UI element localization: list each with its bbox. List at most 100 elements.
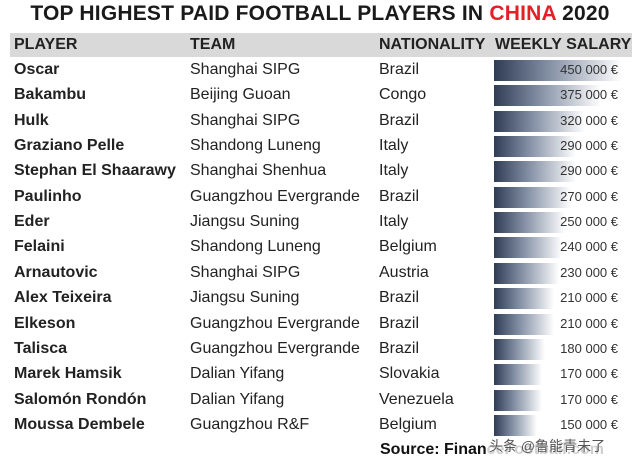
salary-label: 210 000 € — [560, 290, 618, 306]
salary-bar — [494, 414, 537, 436]
player-cell: Hulk — [14, 111, 49, 129]
table-row: Marek Hamsik Dalian Yifang Slovakia 170 000… — [10, 362, 632, 387]
salary-label: 180 000 € — [560, 340, 618, 356]
nationality-cell: Brazil — [379, 289, 420, 307]
salary-bar — [494, 389, 543, 411]
team-cell: Guangzhou Evergrande — [190, 339, 360, 357]
salary-bar — [494, 212, 566, 234]
team-cell: Shanghai SIPG — [190, 263, 301, 281]
table-row: Oscar Shanghai SIPG Brazil 450 000 € — [10, 58, 632, 83]
table-row: Arnautovic Shanghai SIPG Austria 230 000 € — [10, 261, 632, 286]
salary-bar — [494, 110, 586, 132]
salary-bar — [494, 313, 554, 335]
salary-label: 250 000 € — [560, 214, 618, 230]
table-row: Talisca Guangzhou Evergrande Brazil 180 000… — [10, 337, 632, 362]
chart-title: TOP HIGHEST PAID FOOTBALL PLAYERS IN CHI… — [0, 2, 640, 26]
team-cell: Shanghai SIPG — [190, 111, 301, 129]
salary-label: 450 000 € — [560, 62, 618, 77]
table-row: Eder Jiangsu Suning Italy 250 000 € — [10, 210, 632, 235]
player-cell: Paulinho — [14, 187, 82, 205]
player-cell: Stephan El Shaarawy — [14, 162, 176, 180]
title-highlight: CHINA — [489, 2, 557, 25]
table-row: Bakambu Beijing Guoan Congo 375 000 € — [10, 83, 632, 108]
salary-label: 170 000 € — [560, 391, 618, 407]
team-cell: Guangzhou R&F — [190, 415, 310, 433]
table-header: PLAYER TEAM NATIONALITY WEEKLY SALARY — [10, 33, 632, 57]
player-cell: Graziano Pelle — [14, 137, 125, 155]
nationality-cell: Italy — [379, 137, 409, 155]
table-row: Graziano Pelle Shandong Luneng Italy 290 00… — [10, 134, 632, 159]
title-prefix: TOP HIGHEST PAID FOOTBALL PLAYERS IN — [30, 2, 490, 25]
nationality-cell: Belgium — [379, 238, 437, 256]
header-nationality: NATIONALITY — [379, 36, 486, 53]
header-salary: WEEKLY SALARY — [495, 36, 632, 53]
team-cell: Dalian Yifang — [190, 365, 285, 383]
nationality-cell: Congo — [379, 86, 427, 104]
salary-bar — [494, 186, 571, 208]
salary-bar — [494, 262, 560, 284]
player-cell: Marek Hamsik — [14, 365, 122, 383]
nationality-cell: Venezuela — [379, 390, 454, 408]
salary-label: 240 000 € — [560, 239, 618, 255]
table-row: Hulk Shanghai SIPG Brazil 320 000 € — [10, 109, 632, 134]
nationality-cell: Slovakia — [379, 365, 440, 383]
nationality-cell: Brazil — [379, 111, 420, 129]
player-cell: Felaini — [14, 238, 65, 256]
salary-bar — [494, 60, 622, 81]
team-cell: Jiangsu Suning — [190, 289, 300, 307]
nationality-cell: Austria — [379, 263, 429, 281]
salary-bar — [494, 136, 577, 158]
team-cell: Guangzhou Evergrande — [190, 187, 360, 205]
salary-label: 270 000 € — [560, 188, 618, 204]
nationality-cell: Italy — [379, 162, 409, 180]
salary-label: 290 000 € — [560, 163, 618, 179]
nationality-cell: Italy — [379, 213, 409, 231]
title-suffix: 2020 — [556, 2, 610, 25]
player-cell: Moussa Dembele — [14, 415, 145, 433]
salary-label: 290 000 € — [560, 138, 618, 154]
nationality-cell: Brazil — [379, 314, 420, 332]
salary-bar — [494, 288, 554, 310]
team-cell: Beijing Guoan — [190, 86, 291, 104]
table-row: Salomón Rondón Dalian Yifang Venezuela 170 … — [10, 388, 632, 413]
player-cell: Talisca — [14, 339, 68, 357]
team-cell: Shandong Luneng — [190, 238, 321, 256]
table-row: Moussa Dembele Guangzhou R&F Belgium 150 00… — [10, 413, 632, 438]
table-row: Paulinho Guangzhou Evergrande Brazil 270 00… — [10, 185, 632, 210]
header-team: TEAM — [190, 36, 236, 53]
table-row: Stephan El Shaarawy Shanghai Shenhua Italy… — [10, 159, 632, 184]
table-row: Felaini Shandong Luneng Belgium 240 000 € — [10, 235, 632, 260]
nationality-cell: Brazil — [379, 61, 420, 78]
team-cell: Guangzhou Evergrande — [190, 314, 360, 332]
salary-bar — [494, 338, 546, 360]
table-row: Alex Teixeira Jiangsu Suning Brazil 210 000… — [10, 286, 632, 311]
player-cell: Arnautovic — [14, 263, 98, 281]
team-cell: Shandong Luneng — [190, 137, 321, 155]
salary-bar — [494, 237, 563, 259]
player-cell: Salomón Rondón — [14, 390, 147, 408]
player-cell: Bakambu — [14, 86, 87, 104]
player-cell: Alex Teixeira — [14, 289, 112, 307]
salary-label: 230 000 € — [560, 264, 618, 280]
salary-label: 375 000 € — [560, 87, 618, 103]
salary-bar — [494, 161, 577, 183]
team-cell: Dalian Yifang — [190, 390, 285, 408]
salary-label: 170 000 € — [560, 366, 618, 382]
salary-label: 150 000 € — [560, 416, 618, 432]
nationality-cell: Brazil — [379, 339, 420, 357]
salary-bar — [494, 364, 543, 386]
header-player: PLAYER — [14, 36, 78, 53]
team-cell: Jiangsu Suning — [190, 213, 300, 231]
player-cell: Oscar — [14, 61, 60, 78]
player-cell: Elkeson — [14, 314, 76, 332]
salary-bar — [494, 85, 601, 107]
nationality-cell: Brazil — [379, 187, 420, 205]
table-row: Elkeson Guangzhou Evergrande Brazil 210 000… — [10, 312, 632, 337]
salary-label: 210 000 € — [560, 315, 618, 331]
player-cell: Eder — [14, 213, 50, 231]
salary-label: 320 000 € — [560, 112, 618, 128]
watermark: 头条 @鲁能青未了 — [486, 436, 609, 456]
nationality-cell: Belgium — [379, 415, 437, 433]
team-cell: Shanghai SIPG — [190, 61, 301, 78]
team-cell: Shanghai Shenhua — [190, 162, 327, 180]
